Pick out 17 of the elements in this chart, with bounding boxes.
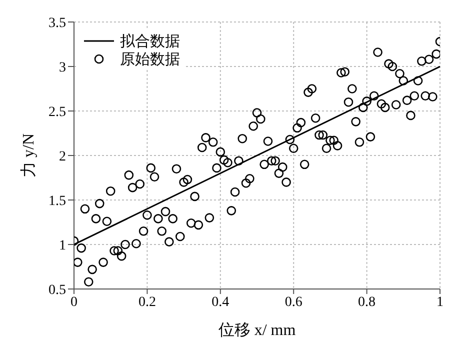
x-tick-label: 0.8 <box>358 294 376 310</box>
legend-label: 拟合数据 <box>120 32 180 50</box>
y-axis-title: 力 y/N <box>20 133 38 178</box>
legend-label: 原始数据 <box>120 50 180 68</box>
y-tick-label: 3 <box>59 60 66 76</box>
x-tick-label: 1 <box>436 294 444 310</box>
y-tick-label: 1 <box>59 238 66 254</box>
y-tick-label: 1.5 <box>48 194 66 209</box>
x-axis-title: 位移 x/ mm <box>218 322 296 339</box>
x-tick-label: 0.2 <box>138 294 156 310</box>
y-tick-label: 2.5 <box>48 104 66 120</box>
y-tick-label: 3.5 <box>48 16 66 31</box>
x-tick-label: 0 <box>70 294 78 310</box>
y-tick-label: 0.5 <box>48 282 66 298</box>
x-tick-label: 0.6 <box>284 294 302 310</box>
x-tick-label: 0.4 <box>212 294 230 310</box>
y-tick-label: 2 <box>59 149 66 164</box>
